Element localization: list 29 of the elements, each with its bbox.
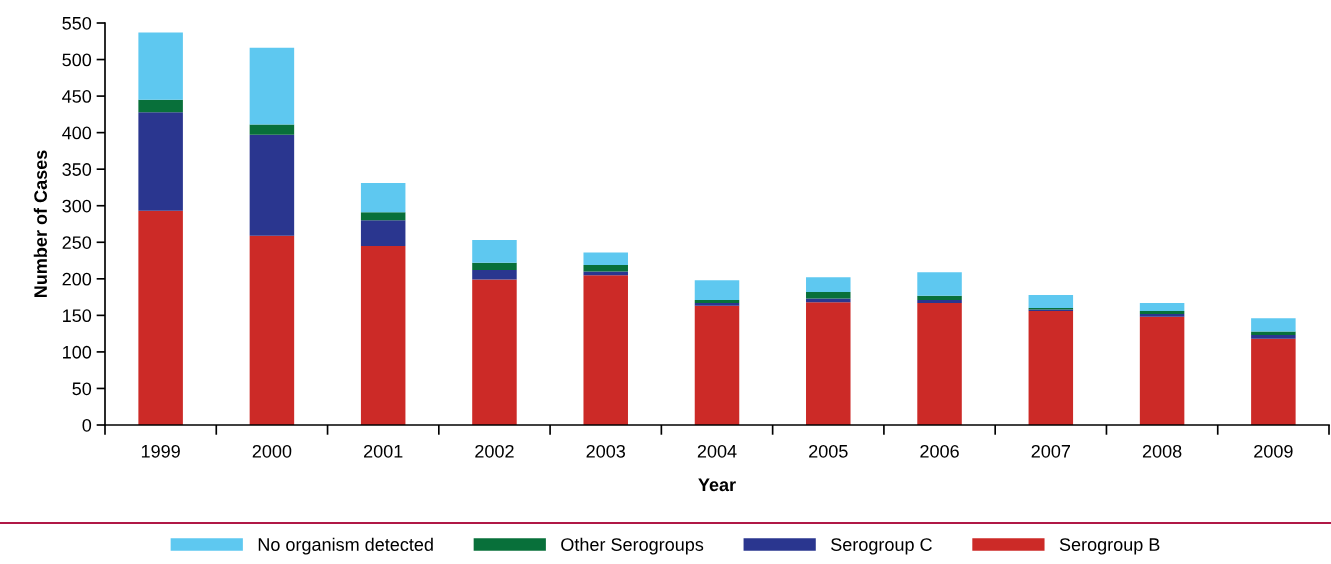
y-tick-label: 200 (62, 272, 92, 286)
x-tick-label: 1999 (141, 444, 180, 458)
y-tick-label: 150 (63, 309, 92, 323)
y-axis-title: Number of Cases (33, 150, 47, 298)
x-axis-title: Year (698, 478, 736, 492)
y-tick-label: 400 (62, 126, 92, 140)
y-tick-label: 500 (62, 53, 92, 67)
x-tick-label: 2001 (364, 444, 403, 458)
y-tick-label: 50 (72, 382, 92, 396)
x-tick-label: 2006 (920, 444, 959, 458)
x-tick-label: 2003 (586, 444, 626, 458)
y-tick-label: 250 (62, 236, 92, 249)
y-tick-label: 450 (62, 90, 92, 103)
y-tick-label: 100 (63, 345, 92, 359)
x-tick-label: 2008 (1142, 444, 1182, 458)
x-tick-label: 2009 (1254, 444, 1293, 458)
legend-label: Other Serogroups (561, 537, 704, 555)
x-tick-label: 2004 (697, 444, 737, 458)
x-tick-label: 2000 (252, 444, 292, 458)
x-tick-label: 2007 (1031, 444, 1070, 458)
legend-label: No organism detected (258, 537, 433, 555)
legend-label: Serogroup C (831, 538, 932, 555)
y-tick-label: 350 (62, 163, 92, 176)
y-tick-label: 550 (62, 16, 92, 30)
x-tick-label: 2005 (809, 444, 848, 458)
legend-label: Serogroup B (1059, 538, 1160, 555)
y-tick-label: 0 (82, 418, 92, 432)
x-tick-label: 2002 (475, 444, 514, 458)
y-tick-label: 300 (62, 199, 92, 213)
